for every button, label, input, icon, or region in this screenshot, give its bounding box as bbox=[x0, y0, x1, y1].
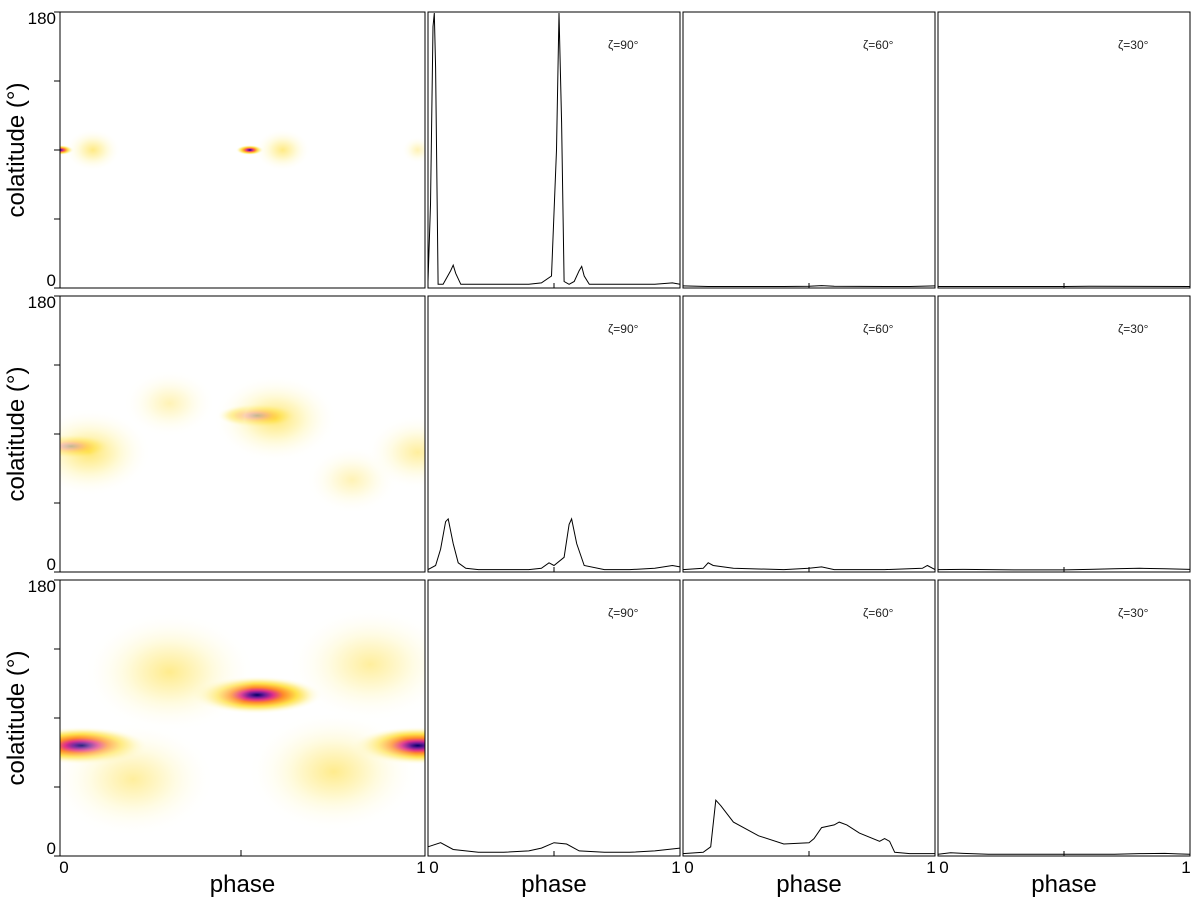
heatmap-blob bbox=[247, 711, 420, 832]
zeta-label: ζ=30° bbox=[1118, 322, 1149, 336]
y-tick-label-180: 180 bbox=[28, 577, 56, 596]
heatmap-blob bbox=[83, 612, 256, 732]
zeta-label: ζ=60° bbox=[863, 606, 894, 620]
x-axis-label: phase bbox=[776, 871, 841, 898]
light-curve-panel-row-2-col-3: ζ=30° bbox=[937, 295, 1191, 573]
x-tick-label-0: 0 bbox=[684, 858, 693, 877]
light-curve-line bbox=[682, 285, 936, 287]
zeta-label: ζ=30° bbox=[1118, 38, 1149, 52]
heatmap-panel-row-3: 180 0 colatitude (°) bbox=[3, 577, 426, 858]
y-tick-label-0: 0 bbox=[47, 839, 56, 858]
zeta-label: ζ=60° bbox=[863, 322, 894, 336]
y-tick-label-180: 180 bbox=[28, 293, 56, 312]
y-tick-label-180: 180 bbox=[28, 9, 56, 28]
light-curve-line bbox=[682, 562, 936, 571]
light-curve-line bbox=[427, 842, 681, 853]
zeta-label: ζ=90° bbox=[608, 322, 639, 336]
light-curve-line bbox=[427, 517, 681, 571]
x-tick-label-0: 0 bbox=[429, 858, 438, 877]
y-tick-label-0: 0 bbox=[47, 271, 56, 290]
zeta-label: ζ=60° bbox=[863, 38, 894, 52]
heatmap-blob bbox=[64, 128, 121, 172]
light-curve-line bbox=[427, 12, 681, 285]
heatmap-blob bbox=[254, 128, 311, 172]
light-curve-line bbox=[682, 799, 935, 855]
light-curve-panel-row-1-col-1: ζ=90° bbox=[427, 11, 681, 289]
heatmap-blob bbox=[123, 369, 216, 438]
x-tick-label-0: 0 bbox=[59, 858, 68, 877]
heatmap-blob bbox=[401, 136, 425, 164]
light-curve-panel-row-2-col-2: ζ=60° bbox=[682, 295, 936, 573]
light-curve-panel-row-1-col-3: ζ=30° bbox=[937, 11, 1191, 289]
heatmap-blob bbox=[213, 374, 338, 463]
light-curve-panel-row-1-col-2: ζ=60° bbox=[682, 11, 936, 289]
y-axis-label: colatitude (°) bbox=[3, 367, 30, 502]
zeta-label: ζ=90° bbox=[608, 606, 639, 620]
x-tick-label-1: 1 bbox=[671, 858, 680, 877]
x-axis-label: phase bbox=[210, 871, 275, 898]
light-curve-line bbox=[937, 852, 1191, 855]
y-tick-label-0: 0 bbox=[47, 555, 56, 574]
x-tick-label-1: 1 bbox=[416, 858, 425, 877]
zeta-label: ζ=90° bbox=[608, 38, 639, 52]
light-curve-line bbox=[937, 567, 1191, 571]
heatmap-blob bbox=[288, 606, 425, 722]
heatmap-blob bbox=[60, 408, 152, 497]
light-curve-panel-row-3-col-2: ζ=60° 0 1 phase bbox=[682, 579, 936, 898]
light-curve-panel-row-3-col-3: ζ=30° 0 1 phase bbox=[937, 579, 1191, 898]
heatmap-panel-row-2: 180 0 colatitude (°) bbox=[3, 293, 426, 574]
heatmap-panel-row-1: 180 0 colatitude (°) bbox=[3, 9, 426, 290]
heatmap-x-axis: 0 1 phase bbox=[59, 850, 426, 898]
heatmap-blob bbox=[365, 414, 425, 490]
x-tick-label-0: 0 bbox=[939, 858, 948, 877]
zeta-label: ζ=30° bbox=[1118, 606, 1149, 620]
y-axis-label: colatitude (°) bbox=[3, 83, 30, 218]
y-axis-label: colatitude (°) bbox=[3, 651, 30, 786]
x-axis-label: phase bbox=[521, 871, 586, 898]
light-curve-panel-row-3-col-1: ζ=90° 0 1 phase bbox=[427, 579, 681, 898]
x-axis-label: phase bbox=[1031, 871, 1096, 898]
x-tick-label-1: 1 bbox=[926, 858, 935, 877]
heatmap-blob bbox=[60, 721, 215, 837]
light-curve-panel-row-2-col-1: ζ=90° bbox=[427, 295, 681, 573]
x-tick-label-1: 1 bbox=[1181, 858, 1190, 877]
